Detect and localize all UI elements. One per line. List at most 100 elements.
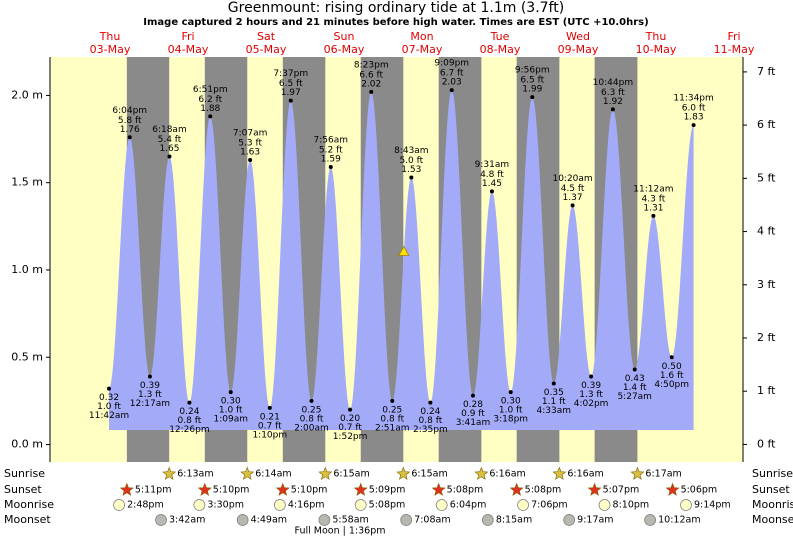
high-tide-point (530, 95, 535, 100)
tide-area (109, 90, 694, 431)
y2-tick-label: 2 ft (757, 331, 776, 344)
event-label-a: 0.25 (382, 405, 402, 415)
low-tide-point (589, 374, 594, 379)
high-tide-point (248, 157, 253, 162)
moon-icon (155, 514, 167, 526)
event-label-b: 0.8 ft (300, 414, 324, 424)
weekday-label: Sun (334, 30, 355, 43)
moonrise-time: 7:06pm (531, 500, 568, 511)
moon-icon (517, 499, 529, 511)
y-tick-label: 0.0 m (11, 438, 43, 451)
y2-tick-label: 5 ft (757, 171, 776, 184)
moon-phase: Full Moon | 1:36pm (295, 526, 386, 537)
event-label-b: 0.8 ft (419, 416, 443, 426)
event-label-b: 1.0 ft (219, 406, 243, 416)
sun-icon (318, 466, 333, 480)
chart-subtitle: Image captured 2 hours and 21 minutes be… (143, 17, 648, 28)
event-label-a: 9:31am (475, 160, 510, 170)
date-label: 06-May (324, 43, 365, 56)
event-label-c: 12:17am (130, 399, 170, 409)
moonrise-time: 2:48pm (127, 500, 164, 511)
sun-icon (665, 482, 680, 496)
event-label-a: 11:34pm (673, 94, 713, 104)
low-tide-point (551, 381, 556, 386)
sunrise-time: 6:13am (177, 469, 213, 480)
sun-icon (509, 482, 524, 496)
weekday-label: Wed (566, 30, 590, 43)
event-label-c: 1.37 (563, 193, 583, 203)
y2-tick-label: 0 ft (757, 437, 776, 450)
moon-icon (481, 514, 494, 526)
weekday-label: Fri (727, 30, 740, 43)
row-label: Sunset (752, 483, 790, 496)
event-label-a: 11:12am (633, 184, 673, 194)
date-label: 11-May (714, 43, 755, 56)
event-label-a: 10:44pm (593, 78, 633, 88)
moon-icon (598, 499, 611, 511)
sunset-time: 5:11pm (135, 485, 172, 496)
low-tide-point (267, 405, 272, 410)
moon-icon (435, 499, 448, 511)
event-label-b: 5.4 ft (158, 135, 182, 145)
sunset-time: 5:09pm (369, 485, 406, 496)
event-label-b: 6.2 ft (198, 95, 222, 105)
event-label-b: 6.5 ft (520, 76, 544, 86)
event-label-a: 0.39 (140, 381, 160, 391)
event-label-c: 1.92 (603, 97, 623, 107)
moon-icon (274, 499, 286, 511)
event-label-b: 6.3 ft (601, 88, 625, 98)
event-label-c: 4:33am (537, 406, 572, 416)
high-tide-point (489, 189, 494, 194)
event-label-c: 1:09am (213, 415, 248, 425)
event-label-b: 0.7 ft (338, 423, 362, 433)
sun-icon (240, 466, 255, 480)
sun-icon (474, 466, 489, 480)
low-tide-point (390, 398, 395, 403)
date-label: 04-May (168, 43, 209, 56)
weekday-label: Sat (257, 30, 276, 43)
high-tide-point (369, 89, 374, 94)
event-label-a: 0.20 (340, 414, 360, 424)
high-tide-point (651, 213, 656, 218)
event-label-c: 4:02pm (574, 399, 609, 409)
row-label: Moonrise (4, 498, 54, 511)
event-label-c: 2:00am (294, 423, 329, 433)
moonrise-time: 8:10pm (613, 500, 650, 511)
weekday-label: Mon (410, 30, 433, 43)
moon-icon (236, 514, 249, 526)
event-label-b: 0.8 ft (178, 416, 202, 426)
event-label-c: 1:10pm (252, 430, 287, 440)
high-tide-point (167, 154, 172, 159)
weekday-label: Thu (645, 30, 667, 43)
low-tide-point (187, 400, 192, 405)
moonset-time: 3:42am (169, 515, 205, 526)
event-label-c: 1.76 (120, 125, 140, 135)
y2-tick-label: 7 ft (757, 65, 776, 78)
event-label-b: 1.1 ft (542, 397, 566, 407)
sun-icon (119, 482, 134, 496)
sunrise-time: 6:17am (645, 469, 681, 480)
event-label-c: 3:41am (456, 418, 491, 428)
moon-icon (680, 499, 692, 511)
high-tide-point (449, 88, 454, 93)
high-tide-point (610, 107, 615, 112)
low-tide-point (107, 386, 112, 391)
moon-icon (644, 514, 657, 526)
event-label-a: 0.50 (662, 362, 682, 372)
event-label-b: 0.8 ft (380, 414, 404, 424)
sun-icon (197, 482, 212, 496)
sun-icon (162, 466, 177, 480)
event-label-c: 1.31 (643, 203, 663, 213)
row-label: Moonset (4, 513, 51, 526)
sunset-time: 5:06pm (681, 485, 718, 496)
low-tide-point (147, 374, 152, 379)
high-tide-point (570, 203, 575, 208)
event-label-a: 6:51pm (193, 85, 228, 95)
y-tick-label: 2.0 m (11, 88, 43, 101)
event-label-b: 1.3 ft (579, 390, 603, 400)
event-label-a: 10:20am (552, 174, 592, 184)
event-label-a: 8:23pm (354, 60, 389, 70)
weekday-label: Thu (99, 30, 121, 43)
row-label: Moonrise (752, 498, 793, 511)
